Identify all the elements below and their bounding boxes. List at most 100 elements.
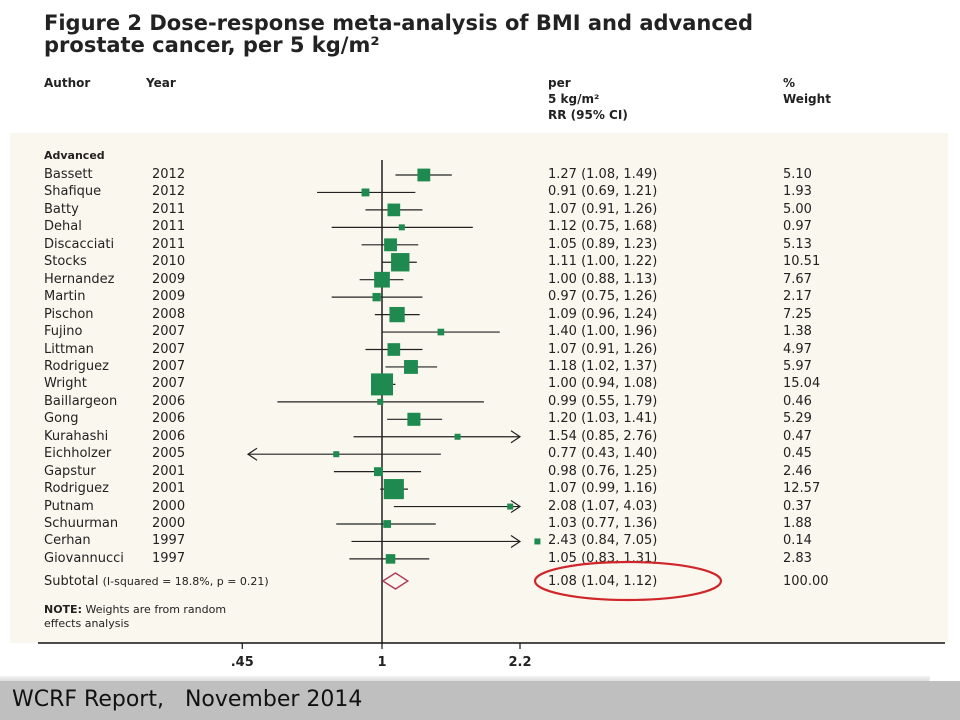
study-rr-ci: 0.77 (0.43, 1.40) [548, 446, 658, 462]
weight-header-line-2: Weight [783, 92, 831, 106]
effect-square [437, 328, 445, 336]
study-rr-ci: 2.08 (1.07, 4.03) [548, 498, 658, 514]
x-tick-label: 2.2 [508, 655, 531, 670]
study-weight: 0.46 [783, 393, 812, 409]
study-weight: 5.29 [783, 411, 812, 427]
study-author: Stocks [44, 254, 87, 270]
study-rr-ci: 1.20 (1.03, 1.41) [548, 411, 658, 427]
study-weight: 0.14 [783, 533, 812, 549]
study-year: 2005 [152, 446, 186, 462]
study-weight: 15.04 [783, 376, 821, 392]
author-header: Author [44, 76, 91, 90]
study-weight: 0.37 [783, 498, 812, 514]
study-weight: 7.25 [783, 306, 812, 322]
study-year: 2010 [152, 254, 186, 270]
study-author: Bassett [44, 167, 93, 182]
subtotal-word: Subtotal [44, 574, 99, 589]
study-author: Pischon [44, 306, 94, 322]
study-weight: 12.57 [783, 481, 821, 497]
footer-source: WCRF Report, November 2014 [12, 687, 363, 712]
highlight-ellipse [533, 560, 723, 602]
study-weight: 0.97 [783, 219, 812, 235]
study-author: Eichholzer [44, 446, 112, 462]
effect-square [361, 188, 370, 197]
effect-square [404, 360, 418, 374]
study-author: Rodriguez [44, 481, 109, 497]
study-weight: 5.00 [783, 201, 812, 217]
rr-header-line-2: 5 kg/m² [548, 92, 600, 106]
study-weight: 4.97 [783, 341, 812, 357]
note-label: NOTE: [44, 603, 82, 616]
study-rr-ci: 1.12 (0.75, 1.68) [548, 219, 658, 235]
study-rr-ci: 0.99 (0.55, 1.79) [548, 393, 658, 409]
study-year: 2006 [152, 428, 186, 444]
study-rr-ci: 1.00 (0.94, 1.08) [548, 376, 658, 392]
effect-square [417, 168, 431, 182]
study-weight: 1.38 [783, 324, 812, 340]
study-year: 2011 [152, 201, 186, 217]
effect-square [389, 306, 405, 323]
study-year: 2007 [152, 324, 186, 340]
study-weight: 10.51 [783, 254, 821, 270]
study-author: Fujino [44, 324, 83, 340]
study-rr-ci: 1.07 (0.99, 1.16) [548, 481, 658, 497]
study-author: Littman [44, 341, 94, 357]
footer-bar [0, 681, 960, 720]
study-author: Martin [44, 289, 86, 305]
x-tick-label: .45 [231, 655, 254, 670]
study-rr-ci: 1.40 (1.00, 1.96) [548, 324, 658, 340]
study-rr-ci: 1.27 (1.08, 1.49) [548, 167, 658, 182]
study-rr-ci: 0.97 (0.75, 1.26) [548, 289, 658, 305]
effect-square [507, 503, 514, 510]
study-rr-ci: 2.43 (0.84, 7.05) [548, 533, 658, 549]
study-author: Dehal [44, 219, 82, 235]
study-rr-ci: 1.09 (0.96, 1.24) [548, 306, 658, 322]
study-weight: 5.13 [783, 236, 812, 252]
rr-header-line-1: per [548, 76, 571, 90]
study-rr-ci: 0.91 (0.69, 1.21) [548, 184, 658, 200]
title-line-1: Figure 2 Dose-response meta-analysis of … [44, 11, 754, 35]
study-author: Baillargeon [44, 393, 118, 409]
study-author: Giovannucci [44, 550, 124, 566]
effect-square [387, 343, 401, 356]
effect-square [398, 224, 405, 231]
study-author: Gapstur [44, 463, 96, 479]
study-year: 2009 [152, 289, 186, 305]
rr-header-line-3: RR (95% CI) [548, 108, 628, 122]
study-author: Schuurman [44, 516, 119, 531]
study-rr-ci: 1.07 (0.91, 1.26) [548, 341, 658, 357]
ci-arrow-right [510, 430, 522, 444]
study-rr-ci: 1.54 (0.85, 2.76) [548, 428, 658, 444]
effect-square [384, 238, 397, 252]
effect-square [372, 292, 381, 302]
study-year: 2006 [152, 393, 186, 409]
subtotal-stats: (I-squared = 18.8%, p = 0.21) [102, 575, 269, 588]
study-author: Hernandez [44, 271, 115, 287]
study-rr-ci: 1.03 (0.77, 1.36) [548, 516, 658, 531]
study-year: 2012 [152, 184, 186, 200]
study-weight: 5.97 [783, 358, 812, 374]
year-header: Year [146, 76, 176, 90]
study-year: 1997 [152, 550, 186, 566]
study-author: Cerhan [44, 533, 91, 549]
effect-square [333, 451, 340, 458]
study-year: 2011 [152, 236, 186, 252]
study-weight: 0.45 [783, 446, 812, 462]
study-year: 2001 [152, 463, 186, 479]
study-author: Kurahashi [44, 428, 109, 444]
study-rr-ci: 1.07 (0.91, 1.26) [548, 201, 658, 217]
subtotal-weight: 100.00 [783, 574, 829, 589]
effect-square [374, 467, 383, 477]
footer-shadow [0, 676, 930, 684]
note-text: Weights are from random [81, 603, 227, 616]
study-author: Putnam [44, 498, 94, 514]
subtotal-label: Subtotal (I-squared = 18.8%, p = 0.21) [44, 574, 269, 590]
study-year: 2011 [152, 219, 186, 235]
effect-square [374, 271, 390, 288]
study-author: Gong [44, 411, 79, 427]
title-line-2: prostate cancer, per 5 kg/m² [44, 33, 380, 57]
ci-arrow-right [510, 534, 522, 548]
study-author: Rodriguez [44, 358, 109, 374]
study-year: 2000 [152, 516, 186, 531]
